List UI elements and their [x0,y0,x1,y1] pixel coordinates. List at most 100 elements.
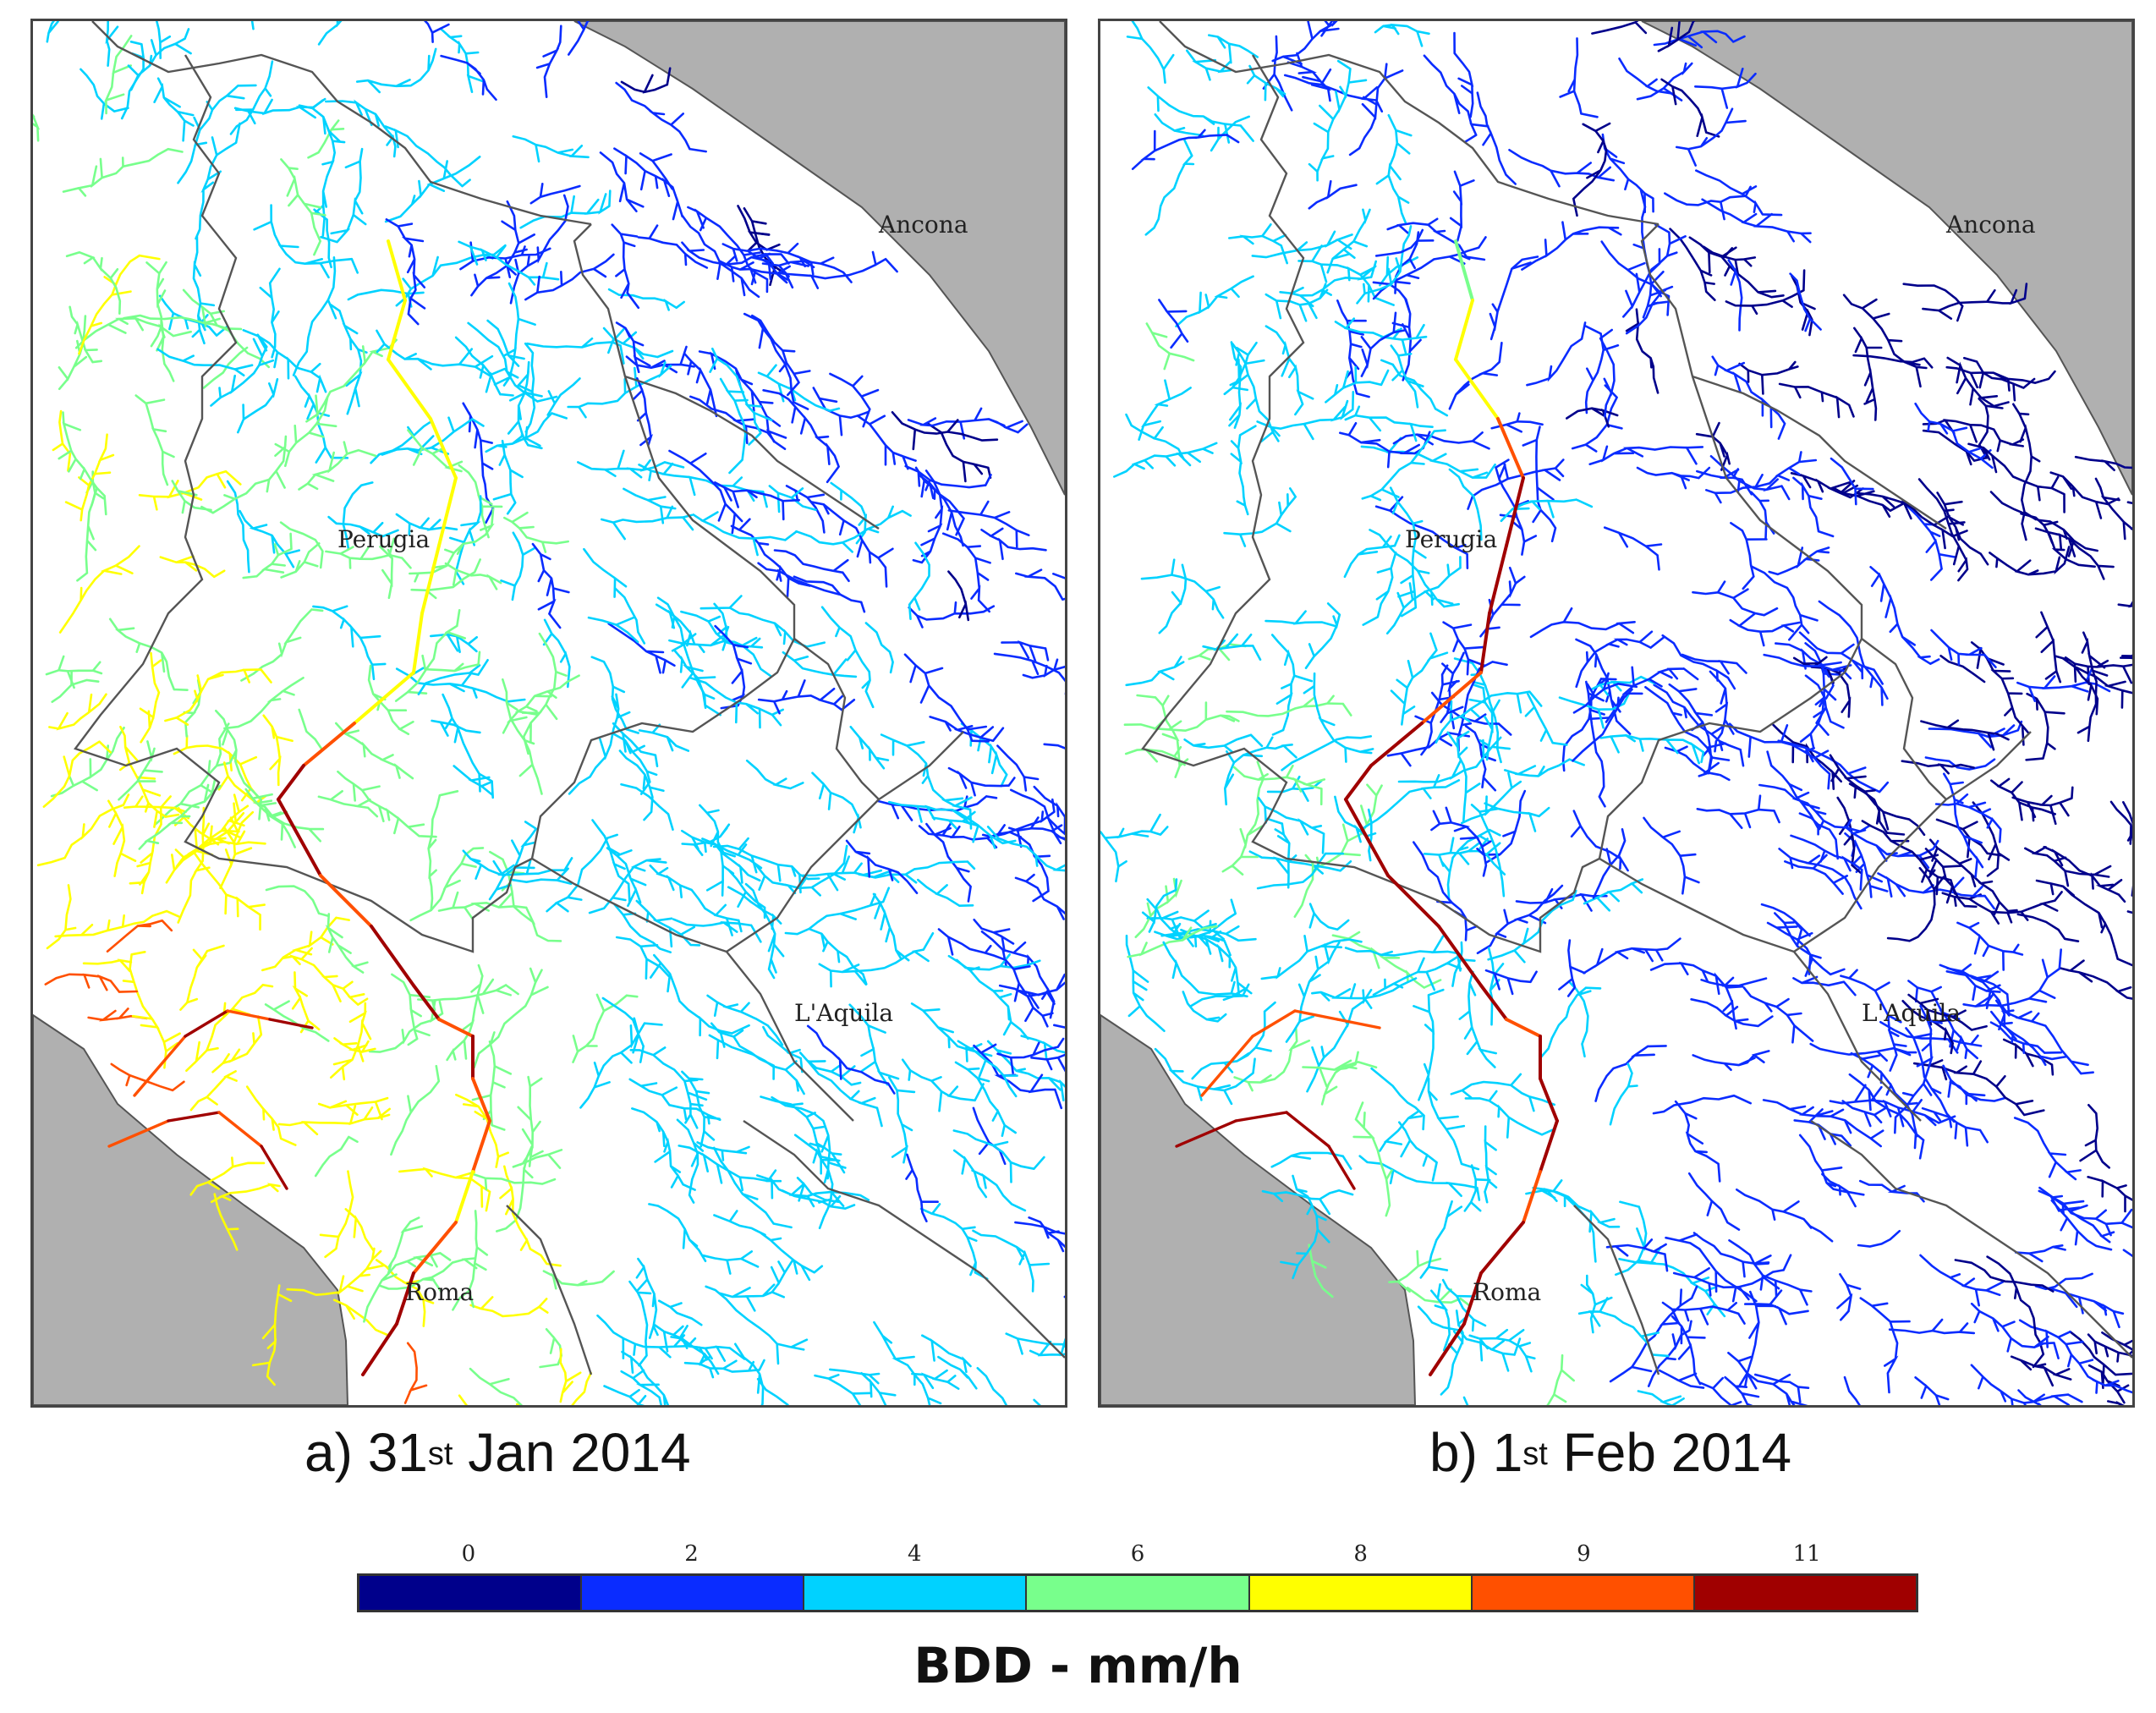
river-branch [279,521,324,569]
river-branch [1331,931,1442,989]
river-branch [1901,760,1975,775]
river-branch [1832,484,1907,518]
river-branch [317,21,343,46]
river-branch [1430,806,1492,877]
river-branch [1160,922,1257,947]
river-branch [307,119,345,159]
river-branch [223,677,304,730]
river-branch [757,679,856,715]
region-boundary [91,21,592,226]
river-branch [680,610,764,649]
region-boundary [1159,21,1660,226]
river-branch [848,1003,900,1086]
tributary-segment [1285,1111,1330,1148]
main-river-segment [361,1322,398,1376]
river-branch [1462,1396,1469,1405]
river-branch [1175,275,1254,328]
river-branch [891,411,999,451]
river-branch [1570,810,1629,872]
river-branch [1963,356,2036,402]
river-branch [455,1093,509,1168]
tributary-segment [1293,1009,1339,1021]
tributary-segment [133,1035,187,1097]
river-branch [2069,1330,2132,1385]
river-branch [1585,680,1606,808]
region-boundary [530,223,796,859]
river-branch [1191,1001,1276,1080]
river-branch [1440,828,1501,902]
river-branch [1661,1301,1746,1326]
city-label-roma: Roma [1473,1278,1542,1306]
river-branch [1270,634,1314,736]
river-branch [921,1334,972,1374]
river-branch [705,1285,809,1365]
river-branch [1583,878,1644,912]
main-river-segment [319,874,373,928]
caption-b-sup: st [1522,1436,1548,1472]
river-branch [333,1037,376,1054]
river-branch [1140,558,1225,619]
river-branch [1792,975,1857,997]
river-branch [453,765,494,797]
river-branch [473,967,549,1069]
river-branch [672,918,762,943]
river-branch [1440,651,1465,723]
river-branch [502,674,580,734]
river-branch [1905,503,1956,581]
river-branch [613,587,646,645]
river-branch [1390,344,1424,409]
region-boundary [1598,223,1863,859]
river-branch [1369,529,1460,608]
river-branch [1014,873,1065,920]
river-branch [1423,837,1506,876]
river-branch [793,1134,838,1230]
river-branch [1737,1290,1777,1390]
river-branch [674,650,716,709]
river-branch [1692,580,1779,617]
river-branch [521,632,568,755]
river-branch [179,944,225,1011]
river-branch [546,833,618,913]
river-branch [1625,308,1660,394]
river-branch [1924,756,1996,771]
river-branch [1829,754,1926,837]
river-branch [796,1177,842,1204]
main-river-segment [353,671,415,725]
river-branch [1588,445,1704,465]
river-branch [1043,743,1065,749]
river-branch [1141,878,1178,933]
river-branch [1763,653,1852,680]
river-branch [46,21,59,43]
main-river-segment [387,239,407,302]
river-branch [635,899,701,948]
river-branch [211,1015,263,1073]
river-branch [986,826,1065,872]
river-branch [1692,1050,1770,1071]
river-branch [1917,478,1969,582]
river-branch [1448,468,1483,541]
river-branch [1450,1073,1555,1112]
river-branch [74,316,192,349]
river-branch [709,347,773,446]
main-river-segment [412,612,424,674]
river-branch [1386,217,1486,261]
river-branch [1430,1283,1451,1352]
region-boundary [1141,54,1600,953]
river-branch [1306,988,1373,1093]
river-branch [129,806,162,895]
river-branch [1669,228,1716,301]
river-branch [2117,601,2132,608]
river-branch [274,395,337,468]
river-branch [1308,903,1350,931]
river-branch [1033,785,1065,835]
river-branch [812,387,870,436]
river-branch [1701,198,1812,244]
main-river-segment [1479,1221,1525,1275]
river-branch [363,1252,452,1323]
river-branch [1830,457,1874,506]
region-boundary [1810,1120,2132,1359]
river-branch [2059,959,2132,1000]
river-branch [1692,1232,1772,1278]
river-branch [681,214,760,299]
main-river-segment [1462,1271,1483,1326]
